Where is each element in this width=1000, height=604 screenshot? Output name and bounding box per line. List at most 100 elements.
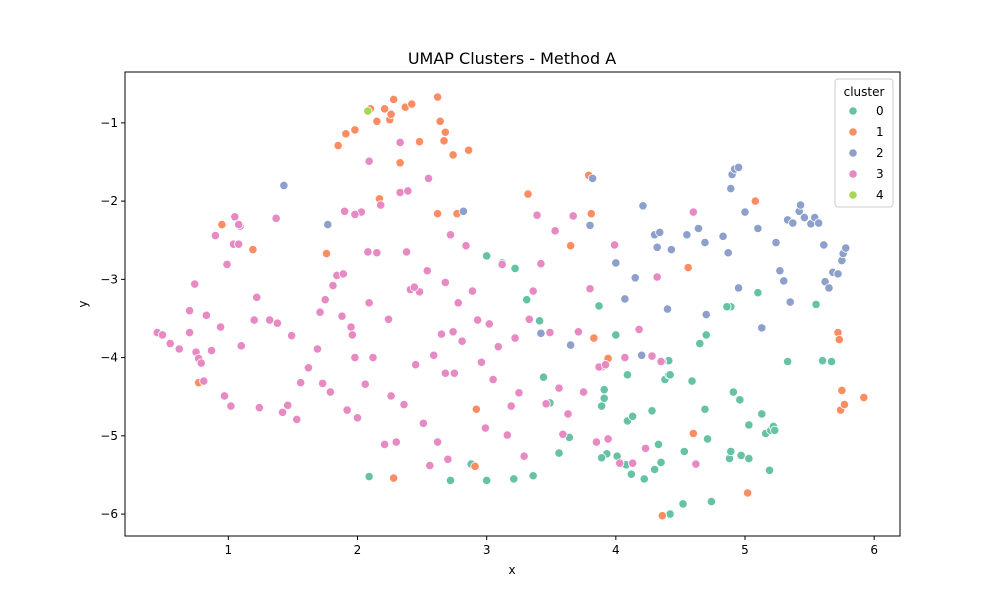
data-point-cluster-2 — [753, 223, 763, 234]
data-point-cluster-3 — [603, 434, 613, 444]
data-point-cluster-3 — [277, 407, 288, 417]
data-point-cluster-3 — [403, 186, 413, 196]
data-point-cluster-3 — [165, 338, 175, 349]
data-point-cluster-3 — [350, 209, 360, 220]
legend-label-4: 4 — [876, 188, 884, 202]
data-point-cluster-1 — [837, 385, 847, 396]
data-point-cluster-1 — [439, 136, 449, 146]
x-tick-label: 4 — [612, 543, 620, 557]
data-point-cluster-1 — [389, 94, 399, 104]
data-point-cluster-3 — [318, 378, 328, 389]
data-point-cluster-3 — [399, 399, 409, 410]
data-point-cluster-3 — [418, 418, 428, 428]
data-point-cluster-3 — [236, 341, 246, 351]
legend-marker-4 — [848, 190, 858, 200]
data-point-cluster-1 — [414, 137, 425, 147]
x-tick-label: 6 — [870, 543, 878, 557]
data-point-cluster-0 — [594, 301, 604, 311]
data-point-cluster-1 — [248, 245, 258, 255]
data-point-cluster-0 — [622, 370, 633, 380]
data-point-cluster-2 — [693, 223, 704, 234]
data-point-cluster-2 — [819, 240, 829, 250]
data-point-cluster-3 — [449, 368, 459, 378]
y-axis: −1 −2 −3 −4 −5 −6 — [100, 116, 125, 521]
data-point-cluster-3 — [342, 405, 352, 415]
data-point-cluster-1 — [839, 399, 850, 410]
data-point-cluster-3 — [656, 356, 666, 367]
data-point-cluster-1 — [217, 219, 227, 230]
x-tick-label: 3 — [483, 543, 491, 557]
data-point-cluster-3 — [328, 281, 338, 291]
data-point-cluster-3 — [346, 322, 356, 332]
data-point-cluster-2 — [775, 266, 785, 276]
data-point-cluster-1 — [386, 109, 396, 119]
data-point-cluster-0 — [700, 404, 710, 414]
data-point-cluster-3 — [364, 156, 374, 166]
data-point-cluster-3 — [528, 286, 538, 296]
legend-marker-1 — [848, 127, 858, 137]
data-point-cluster-2 — [458, 206, 469, 216]
data-point-cluster-1 — [834, 335, 844, 345]
data-point-cluster-3 — [514, 388, 524, 398]
data-point-cluster-2 — [723, 248, 733, 258]
data-point-cluster-1 — [440, 127, 450, 137]
data-point-cluster-3 — [234, 219, 244, 230]
data-point-cluster-1 — [435, 116, 445, 126]
data-point-cluster-3 — [691, 459, 701, 469]
data-point-cluster-3 — [652, 272, 662, 282]
data-point-cluster-2 — [323, 219, 333, 230]
data-point-cluster-1 — [350, 125, 360, 135]
data-point-cluster-3 — [620, 352, 630, 363]
data-point-cluster-3 — [573, 327, 583, 337]
data-point-cluster-3 — [395, 137, 405, 148]
data-point-cluster-3 — [568, 211, 578, 221]
data-point-cluster-2 — [637, 350, 647, 360]
data-point-cluster-2 — [701, 309, 711, 320]
data-point-cluster-1 — [432, 92, 443, 102]
data-point-cluster-3 — [196, 358, 206, 368]
data-point-cluster-0 — [554, 448, 564, 458]
data-point-cluster-3 — [448, 327, 458, 337]
data-point-cluster-0 — [701, 330, 711, 340]
data-point-cluster-0 — [735, 395, 745, 405]
data-point-cluster-3 — [201, 310, 211, 320]
data-point-cluster-3 — [315, 307, 325, 317]
data-point-cluster-0 — [722, 302, 732, 312]
data-point-cluster-0 — [687, 376, 697, 386]
data-point-cluster-1 — [395, 158, 405, 168]
data-point-cluster-1 — [657, 511, 667, 521]
data-point-cluster-3 — [383, 314, 394, 324]
data-point-cluster-2 — [733, 283, 744, 293]
data-point-cluster-3 — [440, 277, 450, 288]
data-point-cluster-0 — [728, 387, 738, 397]
data-point-cluster-0 — [482, 475, 492, 486]
data-point-cluster-3 — [226, 401, 236, 411]
legend-marker-2 — [848, 148, 858, 158]
data-point-cluster-3 — [338, 269, 348, 279]
data-point-cluster-1 — [750, 196, 760, 206]
data-point-cluster-3 — [368, 352, 378, 363]
data-point-cluster-3 — [647, 351, 657, 361]
data-point-cluster-0 — [706, 496, 717, 507]
data-point-cluster-3 — [376, 200, 386, 210]
data-point-cluster-2 — [585, 220, 595, 230]
data-point-cluster-2 — [587, 173, 598, 184]
data-point-cluster-1 — [683, 263, 693, 273]
data-point-cluster-3 — [386, 391, 396, 401]
data-point-cluster-2 — [785, 297, 795, 307]
data-point-cluster-3 — [337, 311, 347, 321]
data-point-cluster-3 — [364, 298, 374, 308]
data-point-cluster-3 — [502, 430, 512, 440]
data-point-cluster-2 — [799, 212, 810, 223]
data-point-cluster-3 — [457, 336, 467, 346]
data-point-cluster-3 — [174, 344, 184, 354]
y-tick-label: −6 — [100, 507, 118, 521]
data-point-cluster-0 — [611, 330, 621, 340]
data-point-cluster-3 — [532, 210, 542, 220]
data-point-cluster-1 — [389, 473, 399, 483]
data-point-cluster-3 — [363, 247, 373, 257]
data-point-cluster-1 — [432, 209, 443, 219]
data-point-cluster-3 — [497, 259, 507, 270]
data-point-cluster-3 — [409, 282, 419, 292]
